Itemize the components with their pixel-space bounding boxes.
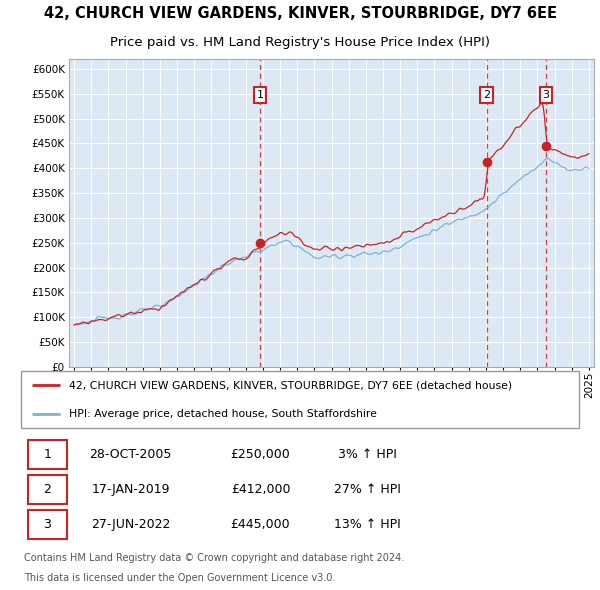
Text: This data is licensed under the Open Government Licence v3.0.: This data is licensed under the Open Gov… bbox=[23, 573, 335, 582]
Text: 42, CHURCH VIEW GARDENS, KINVER, STOURBRIDGE, DY7 6EE (detached house): 42, CHURCH VIEW GARDENS, KINVER, STOURBR… bbox=[69, 381, 512, 391]
Text: 1: 1 bbox=[43, 448, 51, 461]
Text: Price paid vs. HM Land Registry's House Price Index (HPI): Price paid vs. HM Land Registry's House … bbox=[110, 37, 490, 50]
Text: 3% ↑ HPI: 3% ↑ HPI bbox=[338, 448, 397, 461]
Text: 2: 2 bbox=[483, 90, 490, 100]
Text: £412,000: £412,000 bbox=[231, 483, 290, 496]
Text: 3: 3 bbox=[542, 90, 549, 100]
Text: 27% ↑ HPI: 27% ↑ HPI bbox=[334, 483, 401, 496]
Text: 42, CHURCH VIEW GARDENS, KINVER, STOURBRIDGE, DY7 6EE: 42, CHURCH VIEW GARDENS, KINVER, STOURBR… bbox=[44, 6, 557, 21]
FancyBboxPatch shape bbox=[28, 440, 67, 468]
Text: 27-JUN-2022: 27-JUN-2022 bbox=[91, 518, 170, 531]
Text: Contains HM Land Registry data © Crown copyright and database right 2024.: Contains HM Land Registry data © Crown c… bbox=[23, 553, 404, 563]
Text: £250,000: £250,000 bbox=[230, 448, 290, 461]
FancyBboxPatch shape bbox=[28, 475, 67, 504]
Text: 1: 1 bbox=[256, 90, 263, 100]
Text: 3: 3 bbox=[43, 518, 51, 531]
Text: 13% ↑ HPI: 13% ↑ HPI bbox=[334, 518, 401, 531]
FancyBboxPatch shape bbox=[21, 371, 579, 428]
FancyBboxPatch shape bbox=[28, 510, 67, 539]
Text: £445,000: £445,000 bbox=[231, 518, 290, 531]
Text: 17-JAN-2019: 17-JAN-2019 bbox=[92, 483, 170, 496]
Text: 2: 2 bbox=[43, 483, 51, 496]
Text: 28-OCT-2005: 28-OCT-2005 bbox=[89, 448, 172, 461]
Text: HPI: Average price, detached house, South Staffordshire: HPI: Average price, detached house, Sout… bbox=[69, 409, 377, 419]
